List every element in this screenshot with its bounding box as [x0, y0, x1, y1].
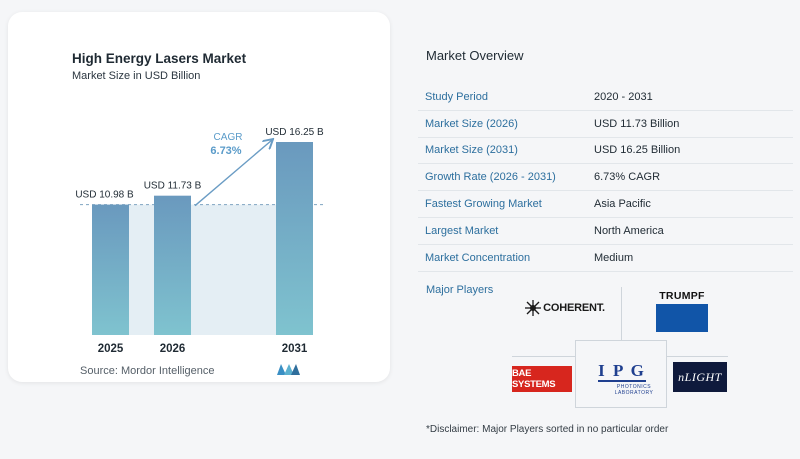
major-players-label: Major Players [426, 284, 494, 296]
row-label: Growth Rate (2026 - 2031) [425, 171, 556, 184]
cagr-label: CAGR [214, 132, 243, 143]
overview-row: Growth Rate (2026 - 2031) 6.73% CAGR [418, 164, 793, 192]
chart-title: High Energy Lasers Market [72, 51, 247, 66]
overview-row: Market Concentration Medium [418, 245, 793, 272]
value-label: USD 10.98 B [75, 190, 134, 201]
mordor-logo [277, 364, 300, 375]
bae-logo-text: BAE SYSTEMS [512, 368, 556, 390]
bar-2025 [92, 204, 129, 335]
divider [575, 340, 667, 341]
row-label: Study Period [425, 90, 488, 103]
row-value: 2020 - 2031 [594, 90, 653, 103]
coherent-logo: COHERENT. [520, 296, 610, 320]
overview-row: Largest Market North America [418, 218, 793, 245]
row-value: 6.73% CAGR [594, 171, 661, 184]
value-label: USD 11.73 B [144, 181, 202, 192]
ipg-photonics-logo: I P G PHOTONICS LABORATORY [582, 356, 662, 402]
category-label: 2025 [98, 343, 124, 355]
cagr-value: 6.73% [210, 145, 241, 157]
starburst-icon [525, 300, 542, 316]
divider [666, 356, 728, 357]
trumpf-logo: TRUMPF [656, 290, 708, 332]
divider [512, 356, 576, 357]
overview-row: Market Size (2026) USD 11.73 Billion [418, 111, 793, 138]
overview-row: Study Period 2020 - 2031 [418, 84, 793, 111]
bar-2026 [154, 195, 191, 335]
cagr-arrow [194, 140, 272, 207]
value-label: USD 16.25 B [265, 127, 324, 138]
chart-subtitle: Market Size in USD Billion [72, 70, 201, 82]
overview-row: Fastest Growing Market Asia Pacific [418, 191, 793, 218]
row-label: Market Concentration [425, 251, 531, 264]
overview-title: Market Overview [426, 48, 524, 63]
bar-2031 [276, 142, 313, 335]
source-note: Source: Mordor Intelligence [80, 365, 215, 377]
disclaimer: *Disclaimer: Major Players sorted in no … [426, 424, 669, 435]
row-label: Market Size (2026) [425, 117, 518, 130]
trumpf-logo-text: TRUMPF [659, 290, 705, 302]
bar-chart: USD 10.98 B 2025 USD 11.73 B 2026 USD 16.25 … [75, 127, 326, 355]
row-label: Largest Market [425, 224, 499, 237]
trumpf-logo-block [656, 304, 708, 332]
divider [575, 407, 667, 408]
ipg-logo-sub2: LABORATORY [614, 390, 654, 396]
coherent-logo-text: COHERENT. [543, 302, 605, 314]
ipg-logo-sub1: PHOTONICS [616, 384, 652, 390]
overview-table: Study Period 2020 - 2031 Market Size (202… [418, 84, 793, 272]
row-value: USD 11.73 Billion [594, 117, 680, 130]
nlight-logo-text: nLIGHT [678, 369, 722, 384]
divider [666, 340, 667, 408]
overview-row: Market Size (2031) USD 16.25 Billion [418, 138, 793, 165]
category-label: 2031 [282, 343, 308, 355]
reference-band [129, 204, 276, 335]
bae-systems-logo: BAE SYSTEMS [512, 366, 572, 392]
divider [575, 340, 576, 408]
ipg-logo-text: I P G [598, 361, 646, 382]
row-value: North America [594, 224, 664, 237]
row-label: Market Size (2031) [425, 144, 518, 157]
divider [621, 287, 622, 341]
row-label: Fastest Growing Market [425, 198, 542, 211]
row-value: Asia Pacific [594, 198, 651, 211]
row-value: USD 16.25 Billion [594, 144, 681, 157]
nlight-logo: nLIGHT [673, 362, 727, 392]
row-value: Medium [594, 251, 634, 264]
category-label: 2026 [160, 343, 186, 355]
